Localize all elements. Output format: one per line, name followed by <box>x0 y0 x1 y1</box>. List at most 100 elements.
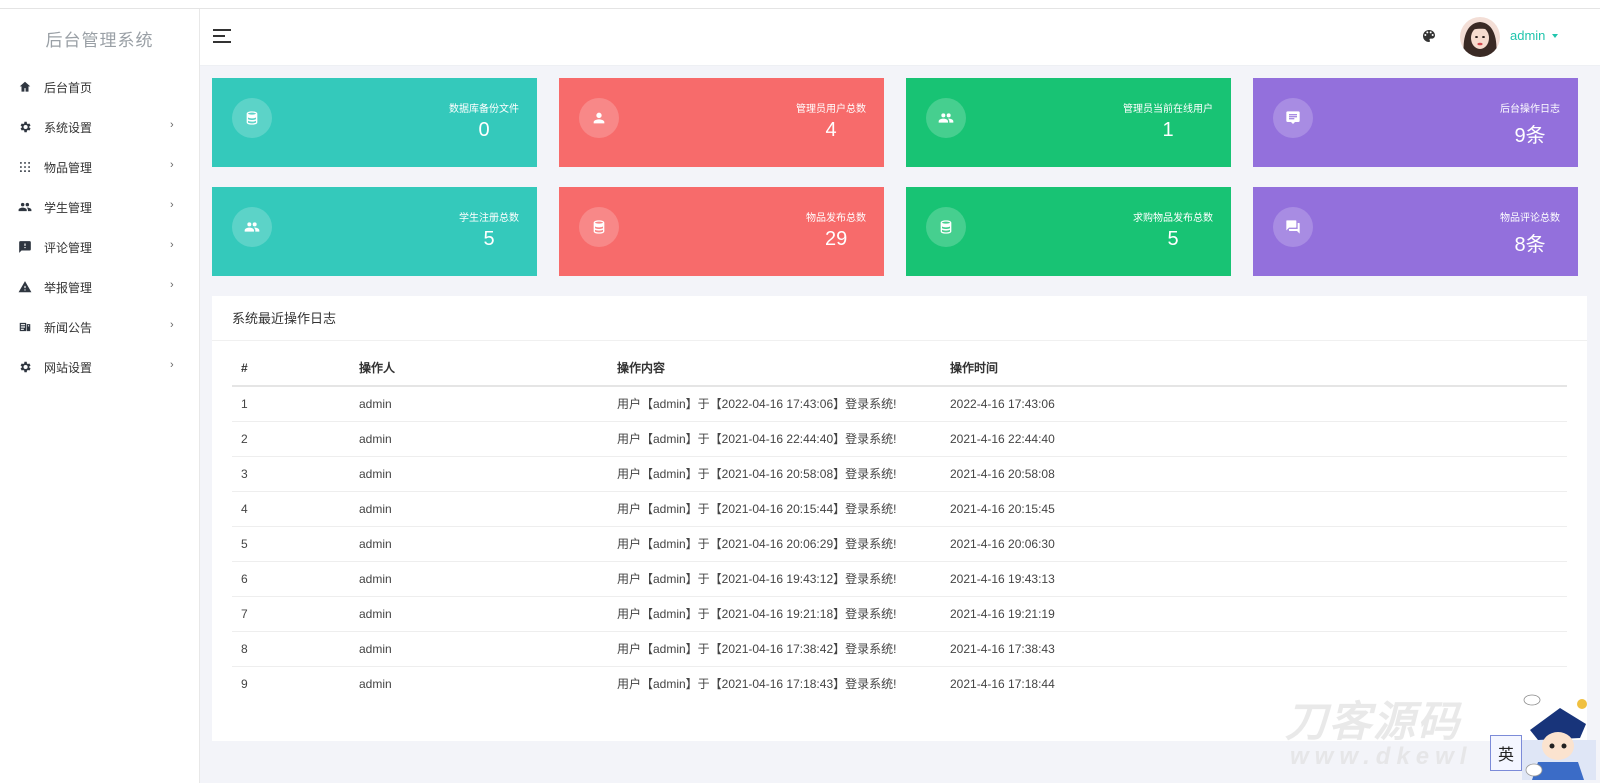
database-icon <box>579 207 619 247</box>
stat-card: 物品发布总数 29 <box>559 187 884 276</box>
stat-card: 学生注册总数 5 <box>212 187 537 276</box>
row-index: 8 <box>232 631 359 667</box>
sidebar-item-6[interactable]: 新闻公告 › <box>0 307 199 347</box>
chevron-right-icon: › <box>170 239 174 251</box>
table-row: 5 admin 用户【admin】于【2021-04-16 20:06:29】登录系… <box>232 526 1567 562</box>
operator-cell: admin <box>359 456 617 492</box>
users-icon <box>926 98 966 138</box>
column-header: 操作人 <box>359 350 617 387</box>
content-cell: 用户【admin】于【2021-04-16 20:15:44】登录系统! <box>617 491 950 527</box>
sidebar-item-7[interactable]: 网站设置 › <box>0 347 199 387</box>
sidebar-item-label: 学生管理 <box>44 200 93 215</box>
warning-icon <box>18 280 32 294</box>
row-index: 3 <box>232 456 359 492</box>
brand-title: 后台管理系统 <box>45 30 154 50</box>
stat-card: 管理员当前在线用户 1 <box>906 78 1231 167</box>
row-index: 4 <box>232 491 359 527</box>
operator-cell: admin <box>359 421 617 457</box>
users-icon <box>18 200 32 214</box>
mascot-image <box>1522 694 1596 780</box>
sidebar-item-label: 新闻公告 <box>44 320 93 335</box>
sidebar-item-label: 网站设置 <box>44 360 93 375</box>
content-cell: 用户【admin】于【2022-04-16 17:43:06】登录系统! <box>617 386 950 422</box>
operator-cell: admin <box>359 386 617 422</box>
time-cell: 2021-4-16 19:43:13 <box>950 561 1567 597</box>
top-border <box>0 0 1600 9</box>
stat-value: 5 <box>1167 228 1179 250</box>
sidebar-item-label: 评论管理 <box>44 240 93 255</box>
sidebar-item-label: 举报管理 <box>44 280 93 295</box>
theme-palette-icon[interactable] <box>1421 28 1437 44</box>
chevron-right-icon: › <box>170 119 174 131</box>
time-cell: 2021-4-16 20:15:45 <box>950 491 1567 527</box>
stat-label: 后台操作日志 <box>1500 104 1560 115</box>
sidebar-item-4[interactable]: 评论管理 › <box>0 227 199 267</box>
row-index: 9 <box>241 676 248 691</box>
stat-card: 物品评论总数 8条 <box>1253 187 1578 276</box>
user-icon <box>579 98 619 138</box>
chevron-right-icon: › <box>170 359 174 371</box>
row-index: 6 <box>232 561 359 597</box>
user-name[interactable]: admin <box>1510 28 1546 43</box>
home-icon <box>18 80 32 94</box>
operator-cell: admin <box>359 676 392 691</box>
time-cell: 2021-4-16 20:06:30 <box>950 526 1567 562</box>
table-row: 8 admin 用户【admin】于【2021-04-16 17:38:42】登录系… <box>232 631 1567 667</box>
panel-title: 系统最近操作日志 <box>212 296 1587 341</box>
sidebar-item-3[interactable]: 学生管理 › <box>0 187 199 227</box>
time-cell: 2022-4-16 17:43:06 <box>950 386 1567 422</box>
operator-cell: admin <box>359 631 617 667</box>
table-row: 6 admin 用户【admin】于【2021-04-16 19:43:12】登录系… <box>232 561 1567 597</box>
sidebar-menu: 后台首页 系统设置 › 物品管理 › 学生管理 › 评论管理 › 举报管理 › 新闻公告 › 网站设置 › <box>0 67 199 387</box>
sidebar-item-5[interactable]: 举报管理 › <box>0 267 199 307</box>
users-icon <box>232 207 272 247</box>
time-cell: 2021-4-16 19:21:19 <box>950 596 1567 632</box>
operator-cell: admin <box>359 561 617 597</box>
news-icon <box>18 320 32 334</box>
chat-icon <box>1273 207 1313 247</box>
content-cell: 用户【admin】于【2021-04-16 19:21:18】登录系统! <box>617 596 950 632</box>
caret-down-icon[interactable] <box>1552 34 1558 38</box>
stat-card: 数据库备份文件 0 <box>212 78 537 167</box>
row-index: 2 <box>232 421 359 457</box>
menu-toggle-icon[interactable] <box>213 29 231 43</box>
table-row: 1 admin 用户【admin】于【2022-04-16 17:43:06】登录系… <box>232 386 1567 422</box>
stat-value: 1 <box>1162 119 1174 141</box>
stat-value: 4 <box>825 119 837 141</box>
column-header: 操作时间 <box>950 350 1567 387</box>
stat-value: 29 <box>825 228 848 250</box>
stat-label: 物品评论总数 <box>1500 213 1560 224</box>
stat-value: 8条 <box>1514 234 1546 256</box>
operator-cell: admin <box>359 491 617 527</box>
sidebar: 后台管理系统 后台首页 系统设置 › 物品管理 › 学生管理 › 评论管理 › 举报管理 › 新闻公告… <box>0 9 200 783</box>
grid-icon <box>18 160 32 174</box>
stat-card: 求购物品发布总数 5 <box>906 187 1231 276</box>
content-cell: 用户【admin】于【2021-04-16 17:18:43】登录系统! <box>617 677 897 692</box>
table-row: 3 admin 用户【admin】于【2021-04-16 20:58:08】登录系… <box>232 456 1567 492</box>
database-icon <box>926 207 966 247</box>
user-avatar[interactable] <box>1460 17 1500 57</box>
time-cell: 2021-4-16 22:44:40 <box>950 421 1567 457</box>
time-cell: 2021-4-16 17:38:43 <box>950 631 1567 667</box>
log-table: # 操作人 操作内容 操作时间 1 admin 用户【admin】于【2022-04-16… <box>232 350 1567 701</box>
operator-cell: admin <box>359 596 617 632</box>
ime-indicator[interactable]: 英 <box>1490 735 1522 771</box>
stat-label: 管理员用户总数 <box>796 104 866 115</box>
content-cell: 用户【admin】于【2021-04-16 22:44:40】登录系统! <box>617 421 950 457</box>
table-body: 1 admin 用户【admin】于【2022-04-16 17:43:06】登录系… <box>232 386 1567 701</box>
database-icon <box>232 98 272 138</box>
sidebar-item-1[interactable]: 系统设置 › <box>0 107 199 147</box>
gear-icon <box>18 360 32 374</box>
sidebar-item-2[interactable]: 物品管理 › <box>0 147 199 187</box>
sidebar-item-0[interactable]: 后台首页 <box>0 67 199 107</box>
header: admin <box>200 9 1600 66</box>
stat-value: 0 <box>478 119 490 141</box>
table-row: 2 admin 用户【admin】于【2021-04-16 22:44:40】登录系… <box>232 421 1567 457</box>
row-index: 7 <box>232 596 359 632</box>
sidebar-item-label: 物品管理 <box>44 160 93 175</box>
gear-icon <box>18 120 32 134</box>
table-row: 7 admin 用户【admin】于【2021-04-16 19:21:18】登录系… <box>232 596 1567 632</box>
stat-value: 9条 <box>1514 125 1546 147</box>
column-header: # <box>232 350 359 387</box>
column-header: 操作内容 <box>617 350 950 387</box>
